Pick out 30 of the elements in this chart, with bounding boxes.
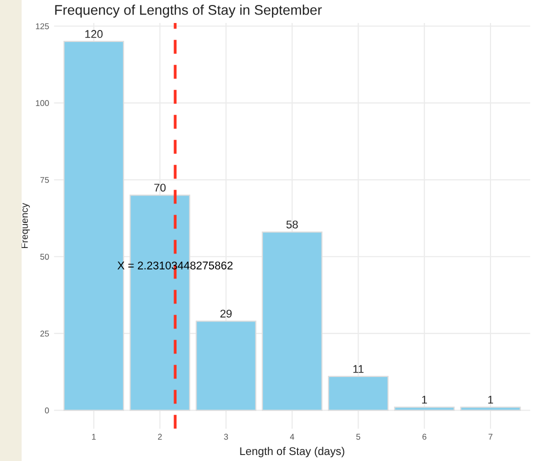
x-tick-label: 2 — [158, 434, 162, 440]
y-tick-label: 75 — [40, 177, 49, 183]
y-tick-label: 100 — [36, 100, 49, 106]
data-label: 29 — [220, 310, 232, 318]
y-tick-label: 50 — [40, 254, 49, 260]
bar — [460, 406, 521, 411]
data-label: 58 — [286, 220, 298, 228]
x-tick-label: 1 — [92, 434, 96, 440]
x-tick-label: 7 — [488, 434, 492, 440]
data-label: 1 — [488, 396, 494, 404]
y-tick-label: 0 — [44, 407, 49, 414]
ref-line-label: X = 2.23103448275862 — [118, 262, 233, 270]
data-label: 70 — [154, 184, 166, 192]
data-label: 120 — [85, 30, 103, 38]
x-axis-title: Length of Stay (days) — [240, 446, 344, 458]
bar — [262, 231, 322, 411]
y-axis-title: Frequency — [21, 202, 30, 248]
x-tick-label: 4 — [290, 434, 294, 440]
bar — [63, 40, 124, 411]
y-tick-label: 125 — [36, 23, 49, 30]
bar — [394, 406, 455, 411]
y-tick-label: 25 — [40, 330, 49, 337]
bar — [328, 376, 389, 411]
bar — [196, 320, 256, 411]
x-tick-label: 6 — [422, 434, 426, 440]
data-label: 11 — [353, 365, 364, 373]
data-label: 1 — [422, 396, 427, 404]
x-tick-label: 3 — [224, 434, 228, 440]
chart-title: Frequency of Lengths of Stay in September — [55, 4, 322, 18]
x-tick-label: 5 — [356, 434, 360, 440]
